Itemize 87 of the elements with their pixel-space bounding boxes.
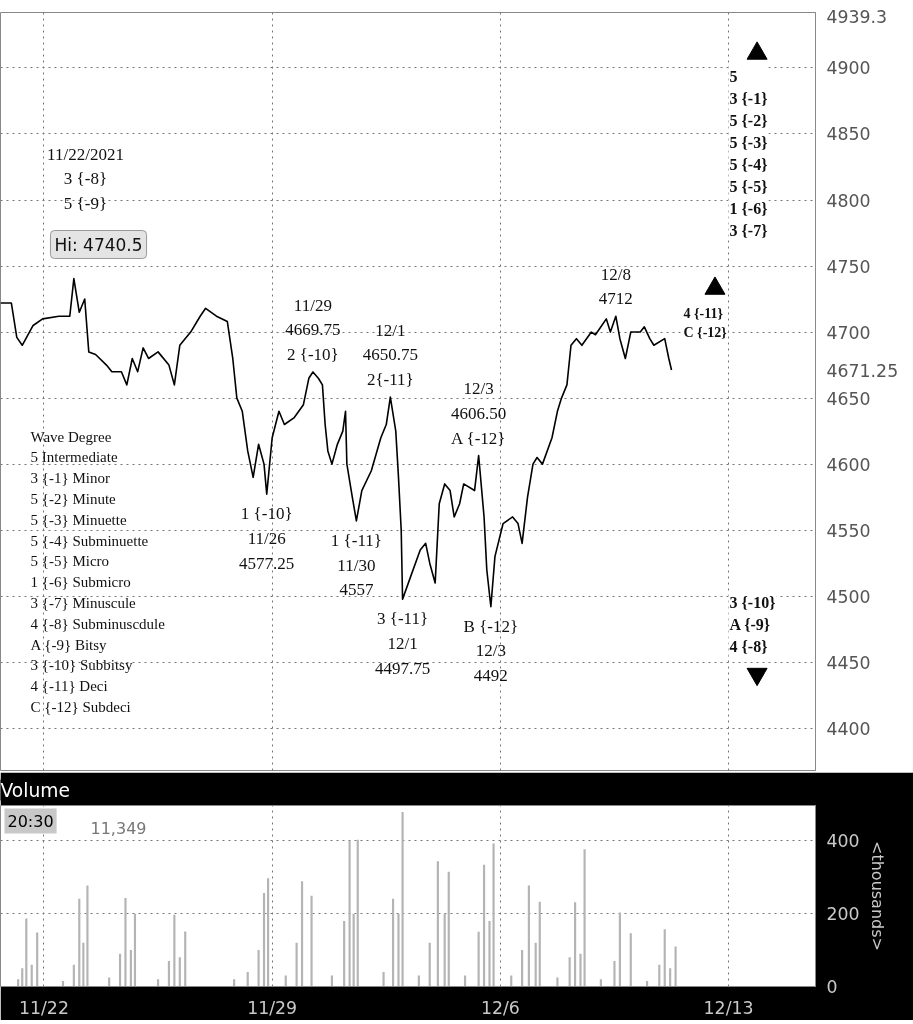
annotation: Hi: 4740.5 xyxy=(54,234,143,255)
bar xyxy=(25,918,28,987)
chart-title: Volume xyxy=(0,779,70,801)
bar xyxy=(663,929,666,987)
bar xyxy=(521,950,524,987)
bar xyxy=(447,871,450,987)
bar xyxy=(129,950,132,987)
bar xyxy=(443,913,446,987)
bar xyxy=(124,898,127,987)
annotation: 4 {-11} C {-12} xyxy=(683,305,728,340)
bar xyxy=(133,913,137,987)
y-tick-label: 4600 xyxy=(826,454,871,475)
y-tick-label: 4500 xyxy=(826,586,871,607)
y-tick-label: 4450 xyxy=(826,652,871,673)
annotation: 12/3 4606.50 A {-12} xyxy=(450,379,507,448)
y-axis-title: <thousands> xyxy=(867,841,887,951)
bar xyxy=(108,977,111,987)
y-tick-label: 4650 xyxy=(826,388,871,409)
bar xyxy=(482,864,486,987)
bar xyxy=(257,950,260,987)
bar xyxy=(352,913,355,987)
bar xyxy=(118,953,122,987)
y-tick-label: 4700 xyxy=(826,322,871,343)
y-tick-label: 4671.25 xyxy=(826,360,899,381)
y-tick-label: 4900 xyxy=(826,58,871,79)
text: Wave Degree 5 Intermediate 3 {-1} Minor 5 {-2} Minute 5 {-3} Minuette 5 {-4} Subminuette 5 {-5} Micro 1 {-6} Submicro 3 {-7} Minuscule 4 {-8} Subminuscdule A {-9} Bitsy 3 {-10} Subbitsy 4 {-11} Deci C {-12} Subdeci xyxy=(30,428,165,715)
annotation: 12/1 4650.75 2{-11} xyxy=(362,320,418,390)
bar xyxy=(82,942,85,987)
y-tick-label: 4550 xyxy=(826,520,871,541)
y-tick-label: 400 xyxy=(826,831,860,852)
bar xyxy=(391,898,395,987)
x-tick-label: 11/29 xyxy=(247,997,298,1018)
bar xyxy=(573,902,577,987)
bar xyxy=(343,920,346,987)
bar xyxy=(21,968,24,987)
bar xyxy=(538,901,541,987)
bar xyxy=(86,885,89,987)
bar xyxy=(629,933,632,987)
bar xyxy=(492,843,495,987)
bar xyxy=(583,849,586,987)
annotation: 11,349 xyxy=(90,818,147,838)
bar xyxy=(382,971,385,987)
bar xyxy=(262,892,266,987)
bar xyxy=(534,942,537,987)
bar xyxy=(356,839,359,987)
y-tick-label: 4800 xyxy=(826,190,871,211)
bar xyxy=(173,914,176,987)
bar xyxy=(436,861,439,987)
bar xyxy=(295,942,298,987)
bar xyxy=(78,898,81,987)
bar xyxy=(267,878,270,987)
y-tick-label: 0 xyxy=(826,977,838,997)
x-tick-label: 11/22 xyxy=(19,997,69,1018)
bar xyxy=(669,968,672,987)
annotation: 1 {-11} 11/30 4557 xyxy=(330,530,382,600)
bar xyxy=(618,912,621,987)
annotation: 20:30 xyxy=(7,811,54,831)
annotation: 3 {-11} 12/1 4497.75 xyxy=(374,609,431,678)
x-tick-label: 12/13 xyxy=(703,997,754,1018)
annotation: 5 3 {-1} 5 {-2} 5 {-3} 5 {-4} 5 {-5} 1 {-6} 3 {-7} xyxy=(729,67,768,240)
annotation: 12/8 4712 xyxy=(598,264,633,309)
x-tick-label: 12/6 xyxy=(480,997,520,1018)
bar xyxy=(310,895,313,987)
bar xyxy=(477,931,480,987)
annotation: 11/22/2021 3 {-8} 5 {-9} xyxy=(47,144,124,213)
y-tick-label: 4850 xyxy=(826,124,871,145)
bar xyxy=(568,957,571,987)
annotation: 3 {-10} A {-9} 4 {-8} xyxy=(729,593,776,655)
bar xyxy=(300,881,304,987)
bar xyxy=(527,885,530,987)
bar xyxy=(348,840,351,987)
bar xyxy=(556,977,559,987)
bar xyxy=(428,942,431,987)
y-tick-label: 4750 xyxy=(826,256,871,277)
y-tick-label: 4939.3 xyxy=(826,6,888,27)
bar xyxy=(167,961,171,987)
annotation: 1 {-10} 11/26 4577.25 xyxy=(239,504,295,573)
annotation: 11/29 4669.75 2 {-10} xyxy=(285,295,341,365)
bar xyxy=(401,812,404,987)
annotation: B {-12} 12/3 4492 xyxy=(463,616,519,686)
bar xyxy=(178,957,181,987)
bar xyxy=(184,931,187,987)
y-tick-label: 4400 xyxy=(826,718,871,739)
bar xyxy=(613,961,616,987)
bar xyxy=(36,932,39,987)
bar xyxy=(674,946,677,987)
y-tick-label: 200 xyxy=(826,904,860,925)
